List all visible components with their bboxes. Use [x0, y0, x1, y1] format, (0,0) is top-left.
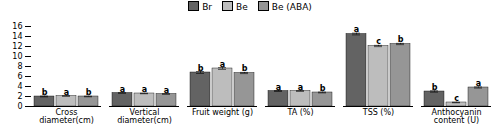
- svg-text:12: 12: [12, 42, 22, 51]
- html-text:Br: Br: [202, 2, 212, 12]
- svg-text:0: 0: [17, 102, 22, 111]
- svg-text:TA (%): TA (%): [286, 108, 313, 117]
- svg-text:a: a: [354, 25, 359, 34]
- svg-text:Crossdiameter(cm): Crossdiameter(cm): [39, 108, 94, 125]
- svg-text:4: 4: [17, 82, 22, 91]
- svg-text:b: b: [86, 88, 92, 97]
- svg-text:14: 14: [12, 32, 22, 41]
- svg-text:b: b: [320, 84, 326, 93]
- svg-text:2: 2: [17, 92, 22, 101]
- svg-text:a: a: [220, 60, 225, 69]
- svg-text:Verticaldiameter(cm): Verticaldiameter(cm): [117, 108, 172, 125]
- svg-text:b: b: [242, 64, 248, 73]
- html-text:Be (ABA): Be (ABA): [271, 2, 312, 12]
- svg-text:a: a: [64, 88, 69, 97]
- svg-text:b: b: [198, 64, 204, 73]
- svg-text:Anthocyanincontent (U): Anthocyanincontent (U): [431, 108, 481, 125]
- svg-text:16: 16: [12, 22, 22, 31]
- svg-text:TSS (%): TSS (%): [362, 108, 394, 117]
- svg-text:b: b: [42, 88, 48, 97]
- svg-text:c: c: [454, 94, 459, 103]
- svg-text:a: a: [476, 79, 481, 88]
- svg-text:8: 8: [17, 62, 22, 71]
- svg-text:a: a: [120, 85, 125, 94]
- svg-text:10: 10: [12, 52, 22, 61]
- svg-text:b: b: [398, 35, 404, 44]
- svg-text:a: a: [164, 86, 169, 95]
- svg-text:a: a: [276, 83, 281, 92]
- svg-text:c: c: [376, 37, 381, 46]
- html-text:Be: Be: [236, 2, 248, 12]
- svg-text:Fruit weight (g): Fruit weight (g): [192, 108, 253, 117]
- svg-text:b: b: [432, 83, 438, 92]
- svg-text:a: a: [298, 83, 303, 92]
- svg-text:a: a: [142, 85, 147, 94]
- svg-text:6: 6: [17, 72, 22, 81]
